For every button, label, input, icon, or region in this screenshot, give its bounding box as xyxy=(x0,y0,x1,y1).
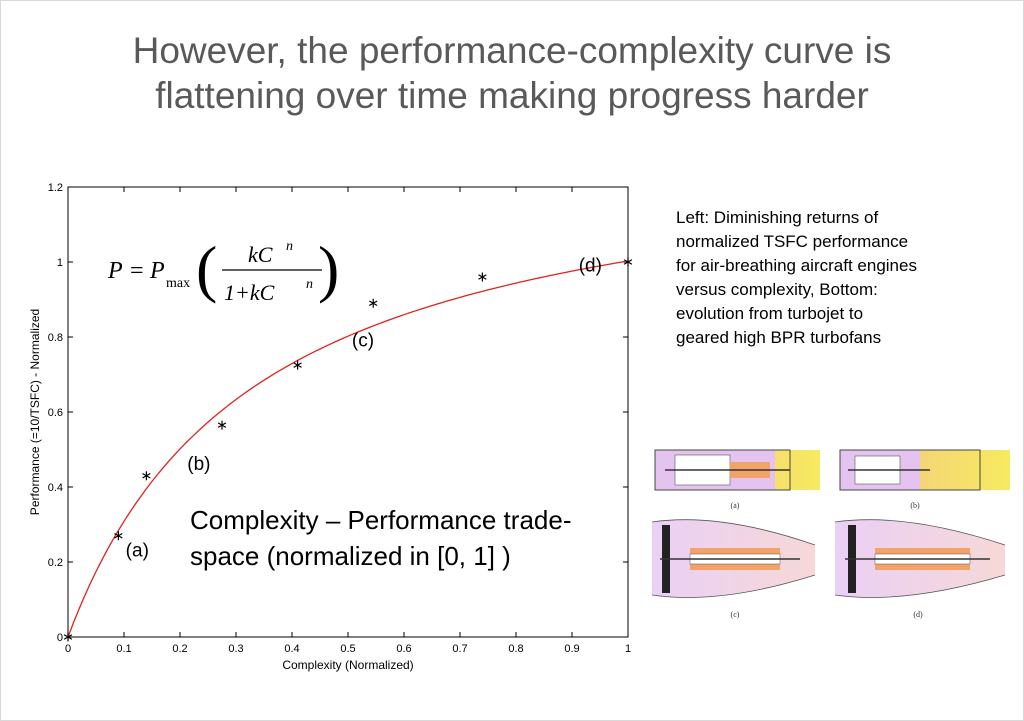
caption-line-4: versus complexity, Bottom: xyxy=(676,280,878,299)
figure-caption: Left: Diminishing returns of normalized … xyxy=(676,206,976,350)
engine-label-a: (a) xyxy=(731,501,740,510)
data-points xyxy=(63,257,633,642)
x-axis-label: Complexity (Normalized) xyxy=(282,658,413,672)
point-label: (b) xyxy=(187,454,210,475)
point-label: (c) xyxy=(352,330,374,351)
data-point xyxy=(217,420,227,430)
formula-equals: = xyxy=(130,258,144,284)
formula-denominator: 1+kC xyxy=(224,280,275,305)
formula: P = P max ( kC n 1+kC n ) xyxy=(107,233,339,305)
x-tick-label: 0.9 xyxy=(564,643,579,655)
formula-lhs: P xyxy=(107,258,123,284)
x-tick-label: 0.7 xyxy=(452,643,467,655)
formula-right-paren: ) xyxy=(318,233,339,304)
x-tick-label: 0.1 xyxy=(116,643,131,655)
engine-label-c: (c) xyxy=(731,610,740,619)
caption-line-3: for air-breathing aircraft engines xyxy=(676,256,917,275)
engine-diagram-c xyxy=(651,519,816,598)
data-point xyxy=(114,531,123,541)
data-point xyxy=(142,471,151,481)
x-tick-label: 0.4 xyxy=(284,643,299,655)
engine-diagrams: (a) (b) (c) (d) xyxy=(651,449,1010,619)
slide-title: However, the performance-complexity curv… xyxy=(40,28,984,118)
engine-diagram-b xyxy=(839,449,1010,491)
engine-diagram-d xyxy=(834,519,1006,598)
y-tick-label: 0.4 xyxy=(48,482,63,494)
y-tick-label: 1.2 xyxy=(48,182,63,194)
engine-label-d: (d) xyxy=(913,610,923,619)
data-point xyxy=(623,257,633,267)
engine-label-b: (b) xyxy=(910,501,920,510)
x-tick-label: 0.5 xyxy=(340,643,355,655)
data-point xyxy=(369,298,378,308)
caption-line-5: evolution from turbojet to xyxy=(676,304,864,323)
y-tick-label: 0.2 xyxy=(48,557,63,569)
annotation-line-2: space (normalized in [0, 1] ) xyxy=(190,541,511,571)
caption-line-2: normalized TSFC performance xyxy=(676,232,909,251)
point-label: (d) xyxy=(579,255,602,276)
caption-line-6: geared high BPR turbofans xyxy=(676,328,882,347)
x-tick-label: 0.3 xyxy=(228,643,243,655)
point-label: (a) xyxy=(126,540,149,561)
formula-left-paren: ( xyxy=(196,233,217,304)
y-tick-label: 0.6 xyxy=(48,407,63,419)
y-tick-label: 0 xyxy=(57,632,63,644)
y-axis-label: Performance (=10/TSFC) - Normalized xyxy=(28,309,42,515)
engine-diagram-a xyxy=(654,449,820,491)
x-tick-label: 0 xyxy=(65,643,71,655)
caption-line-1: Left: Diminishing returns of xyxy=(676,208,879,227)
slide-title-line-1: However, the performance-complexity curv… xyxy=(132,30,892,71)
point-labels: (a) (b) (c) (d) xyxy=(126,255,602,561)
formula-denominator-exp: n xyxy=(306,277,313,292)
x-tick-label: 1 xyxy=(625,643,631,655)
formula-pmax: P xyxy=(149,258,165,284)
axis-ticks: 0 0.1 0.2 0.3 0.4 0.5 0.6 0.7 0.8 0.9 1 0 0.2 0.4 0.6 0… xyxy=(48,182,631,655)
data-point xyxy=(478,272,487,282)
formula-numerator-exp: n xyxy=(286,239,293,254)
data-point xyxy=(63,632,73,642)
data-point xyxy=(293,360,302,370)
x-tick-label: 0.2 xyxy=(172,643,187,655)
annotation-line-1: Complexity – Performance trade- xyxy=(190,505,572,535)
x-tick-label: 0.6 xyxy=(396,643,411,655)
y-tick-label: 1 xyxy=(57,257,63,269)
x-tick-label: 0.8 xyxy=(508,643,523,655)
slide-title-line-2: flattening over time making progress har… xyxy=(155,75,869,116)
tradespace-annotation: Complexity – Performance trade- space (n… xyxy=(190,502,630,574)
formula-numerator: kC xyxy=(248,242,273,267)
fit-curve xyxy=(67,260,629,638)
y-tick-label: 0.8 xyxy=(48,332,63,344)
formula-pmax-sub: max xyxy=(166,276,190,291)
